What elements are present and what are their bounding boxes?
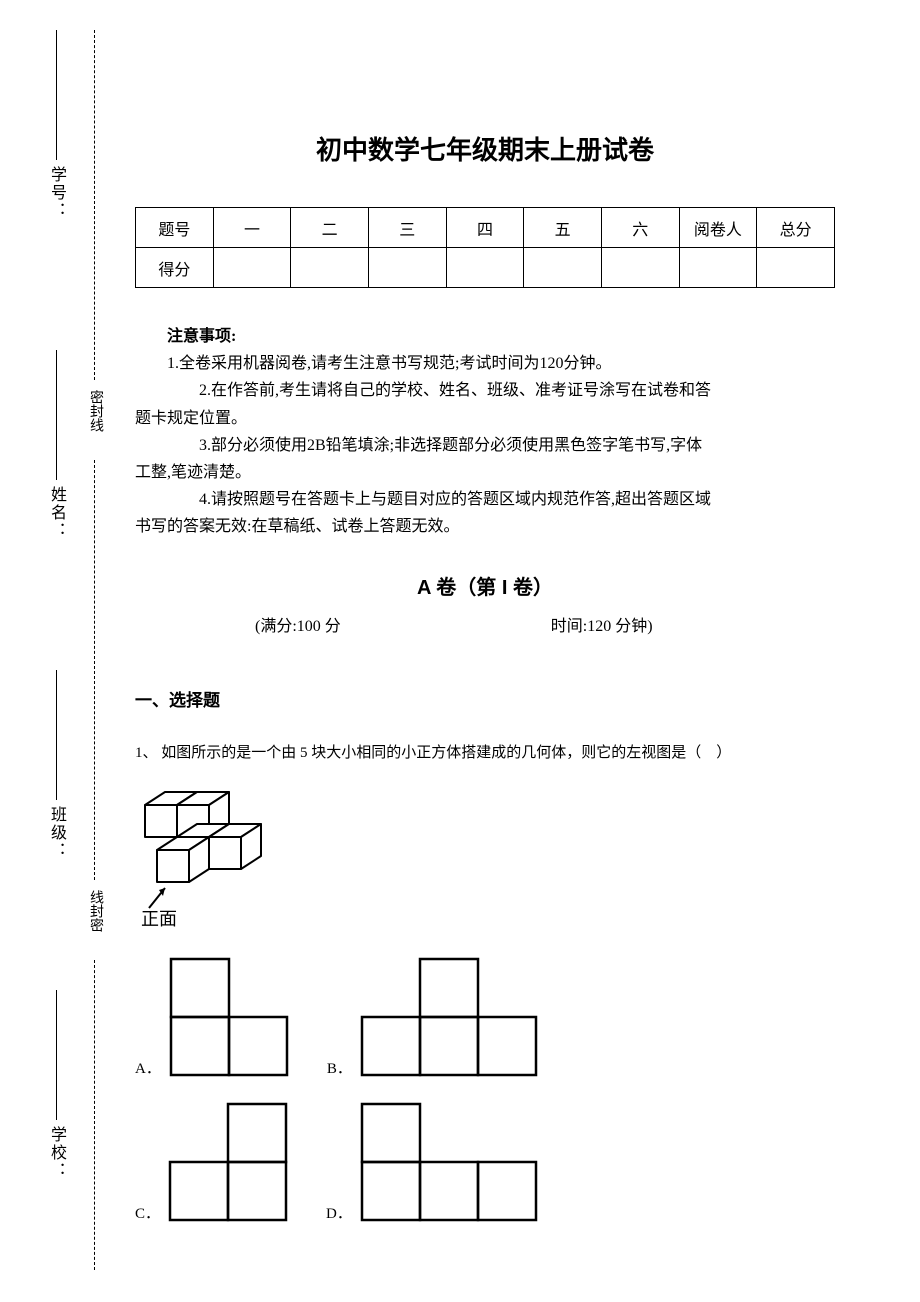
fill-line [56,990,57,1120]
seal-dash [94,960,95,1270]
td-empty [679,248,757,288]
section-1-title: 一、选择题 [135,686,835,711]
th-6: 六 [601,208,679,248]
td-empty [368,248,446,288]
exam-title: 初中数学七年级期末上册试卷 [135,130,835,167]
notice-item-3: 3.部分必须使用2B铅笔填涂;非选择题部分必须使用黑色签字笔书写,字体 [135,432,835,459]
td-score-label: 得分 [136,248,214,288]
sidebar-label-school: 学校： [44,1126,68,1180]
notice-block: 注意事项: 1.全卷采用机器阅卷,请考生注意书写规范;考试时间为120分钟。 2… [135,323,835,541]
th-marker: 阅卷人 [679,208,757,248]
score-table: 题号 一 二 三 四 五 六 阅卷人 总分 得分 [135,207,835,288]
seal-dash [94,30,95,380]
table-row: 得分 [136,248,835,288]
paper-meta: (满分:100 分 时间:120 分钟) [135,612,835,636]
fill-line [56,670,57,800]
option-a-svg [167,955,297,1080]
question-1: 1、 如图所示的是一个由 5 块大小相同的小正方体搭建成的几何体，则它的左视图是… [135,741,835,762]
sidebar-field-name: 姓名： [26,350,86,546]
fill-line [56,30,57,160]
sidebar-label-class: 班级： [44,806,68,860]
cube-figure-svg: 正面 [135,780,275,930]
sidebar-field-id: 学号： [26,30,86,226]
fill-line [56,350,57,480]
seal-dash [94,460,95,880]
answer-label-d: D． [326,1202,352,1225]
content-area: 初中数学七年级期末上册试卷 题号 一 二 三 四 五 六 阅卷人 总分 得分 注… [135,130,835,1245]
answer-label-c: C． [135,1202,160,1225]
notice-item-2: 2.在作答前,考生请将自己的学校、姓名、班级、准考证号涂写在试卷和答 [135,377,835,404]
th-qno: 题号 [136,208,214,248]
seal-text-1: 密封线 [85,390,105,432]
notice-item-4b: 书写的答案无效:在草稿纸、试卷上答题无效。 [135,513,835,540]
td-empty [524,248,602,288]
sidebar-label-id: 学号： [44,166,68,220]
paper-subtitle: A 卷（第 I 卷） [135,571,835,600]
binding-sidebar: 学号： 姓名： 班级： 学校： [26,30,86,1270]
question-1-figure: 正面 [135,780,835,935]
sidebar-field-school: 学校： [26,990,86,1186]
seal-text-2: 线封密 [85,890,105,932]
table-row: 题号 一 二 三 四 五 六 阅卷人 总分 [136,208,835,248]
option-b-svg [358,955,548,1080]
sidebar-label-name: 姓名： [44,486,68,540]
notice-item-2b: 题卡规定位置。 [135,405,835,432]
notice-item-4: 4.请按照题号在答题卡上与题目对应的答题区域内规范作答,超出答题区域 [135,486,835,513]
td-empty [446,248,524,288]
figure-front-label: 正面 [141,909,177,929]
sidebar-field-class: 班级： [26,670,86,866]
th-1: 一 [213,208,291,248]
td-empty [213,248,291,288]
answer-row-1: A． B． [135,955,835,1080]
notice-item-1: 1.全卷采用机器阅卷,请考生注意书写规范;考试时间为120分钟。 [135,350,835,377]
answer-label-a: A． [135,1057,161,1080]
th-3: 三 [368,208,446,248]
td-empty [757,248,835,288]
notice-title: 注意事项: [135,323,835,350]
option-c-svg [166,1100,296,1225]
th-5: 五 [524,208,602,248]
th-total: 总分 [757,208,835,248]
seal-line: 密封线 线封密 [85,30,105,1270]
notice-item-3b: 工整,笔迹清楚。 [135,459,835,486]
meta-time: 时间:120 分钟) [551,612,653,636]
answer-options: A． B． C． [135,955,835,1225]
answer-label-b: B． [327,1057,352,1080]
td-empty [291,248,369,288]
td-empty [601,248,679,288]
th-2: 二 [291,208,369,248]
option-d-svg [358,1100,548,1225]
answer-row-2: C． D． [135,1100,835,1225]
meta-score: (满分:100 分 [255,612,341,636]
th-4: 四 [446,208,524,248]
